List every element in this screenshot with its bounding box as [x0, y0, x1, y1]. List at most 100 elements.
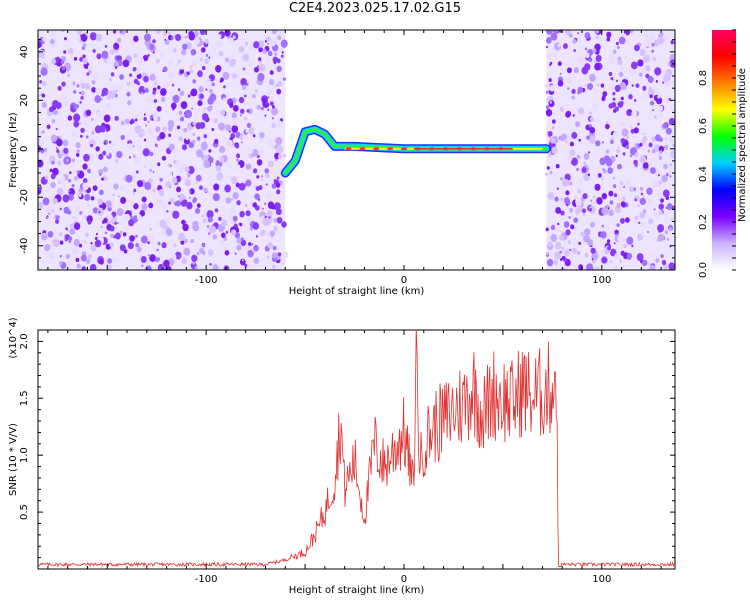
noise-blob — [103, 114, 111, 123]
noise-blob — [208, 192, 212, 196]
noise-blob — [645, 65, 651, 72]
noise-blob — [76, 263, 81, 269]
noise-blob — [268, 216, 271, 219]
noise-blob — [133, 114, 139, 121]
noise-blob — [166, 82, 170, 87]
noise-blob — [595, 30, 600, 34]
noise-blob — [203, 134, 207, 139]
noise-blob — [642, 132, 645, 136]
noise-blob — [639, 155, 647, 164]
noise-blob — [75, 205, 80, 211]
noise-blob — [606, 37, 611, 42]
noise-blob — [96, 53, 102, 60]
noise-blob — [256, 175, 260, 179]
noise-blob — [560, 210, 565, 216]
noise-blob — [614, 106, 619, 112]
noise-blob — [146, 96, 152, 104]
noise-blob — [162, 126, 167, 132]
noise-blob — [178, 136, 183, 142]
bottom-y-scale-label: (x10^4) — [8, 317, 19, 358]
noise-blob — [584, 32, 591, 39]
noise-blob — [248, 61, 253, 67]
noise-blob — [190, 59, 198, 68]
noise-blob — [144, 165, 147, 168]
noise-blob — [277, 35, 282, 41]
noise-blob — [204, 58, 210, 65]
noise-blob — [100, 225, 103, 229]
noise-blob — [117, 222, 119, 225]
noise-blob — [231, 73, 237, 79]
noise-blob — [147, 54, 150, 57]
noise-blob — [265, 183, 268, 186]
noise-blob — [175, 33, 182, 41]
noise-blob — [262, 49, 267, 55]
noise-blob — [180, 240, 185, 245]
noise-blob — [581, 166, 587, 174]
noise-blob — [564, 250, 570, 257]
noise-blob — [104, 44, 108, 48]
noise-blob — [554, 196, 559, 202]
noise-blob — [87, 204, 90, 207]
noise-blob — [82, 54, 86, 59]
noise-blob — [555, 51, 559, 55]
noise-blob — [641, 259, 648, 267]
noise-blob — [229, 59, 236, 67]
noise-blob — [591, 258, 594, 261]
noise-blob — [230, 229, 237, 236]
noise-blob — [120, 121, 125, 126]
noise-blob — [619, 217, 626, 224]
noise-blob — [588, 151, 590, 154]
noise-blob — [244, 263, 248, 268]
noise-blob — [276, 88, 282, 95]
noise-blob — [156, 105, 162, 112]
noise-blob — [155, 222, 159, 227]
noise-blob — [171, 36, 174, 40]
noise-blob — [134, 156, 141, 166]
noise-blob — [76, 149, 80, 154]
noise-blob — [647, 116, 651, 120]
noise-blob — [584, 47, 588, 51]
noise-blob — [569, 248, 572, 251]
noise-blob — [63, 100, 70, 108]
noise-blob — [662, 74, 670, 83]
top-y-tick-label: 0 — [19, 146, 30, 152]
noise-blob — [85, 258, 91, 265]
noise-blob — [83, 120, 87, 126]
noise-blob — [52, 167, 59, 176]
noise-blob — [267, 42, 270, 45]
noise-blob — [583, 213, 586, 216]
noise-blob — [52, 238, 60, 248]
noise-blob — [546, 258, 554, 267]
noise-blob — [668, 117, 675, 126]
noise-blob — [82, 163, 88, 170]
noise-blob — [123, 249, 128, 254]
noise-blob — [252, 93, 256, 99]
noise-blob — [647, 198, 652, 204]
noise-blob — [99, 124, 106, 133]
noise-blob — [258, 137, 264, 144]
noise-blob — [631, 84, 634, 87]
noise-blob — [152, 39, 156, 44]
noise-blob — [185, 179, 192, 187]
top-y-tick-label: -20 — [19, 189, 30, 205]
noise-blob — [76, 30, 83, 36]
noise-blob — [112, 193, 115, 197]
noise-blob — [47, 218, 50, 221]
noise-blob — [668, 262, 675, 270]
noise-blob — [65, 227, 68, 231]
noise-blob — [569, 207, 574, 213]
bottom-x-tick-label: -100 — [195, 574, 218, 585]
noise-blob — [228, 174, 232, 179]
noise-blob — [105, 151, 110, 156]
noise-blob — [160, 202, 167, 210]
noise-blob — [38, 201, 44, 210]
noise-blob — [178, 255, 181, 258]
noise-blob — [229, 73, 232, 76]
noise-blob — [92, 185, 98, 192]
noise-blob — [68, 190, 71, 193]
noise-blob — [80, 90, 85, 96]
noise-blob — [557, 222, 560, 226]
noise-blob — [63, 50, 67, 54]
noise-blob — [626, 236, 634, 245]
noise-blob — [267, 50, 273, 57]
